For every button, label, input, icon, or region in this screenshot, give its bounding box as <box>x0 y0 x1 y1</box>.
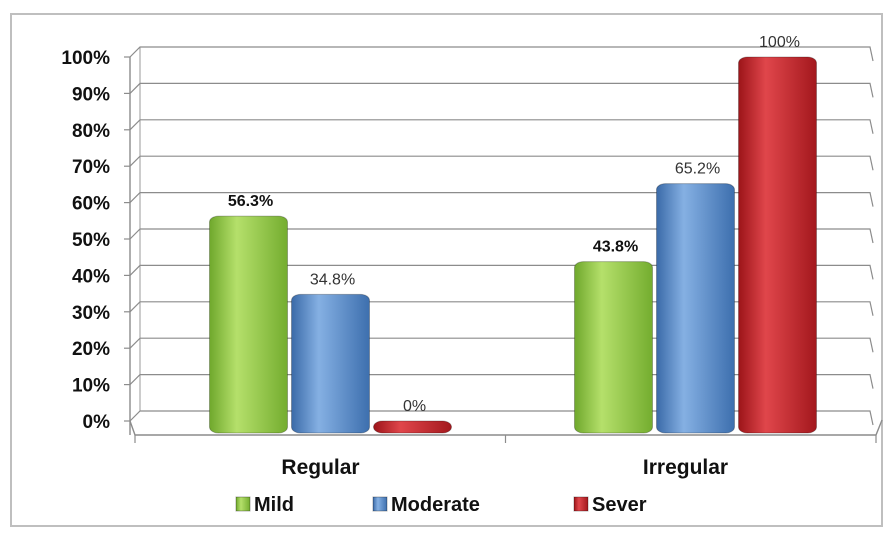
bar-sever-irregular <box>738 56 817 434</box>
data-labels: 56.3% 34.8% 0% 43.8% 65.2% 100% <box>228 34 800 415</box>
bars <box>209 56 817 434</box>
bar-mild-irregular <box>574 261 653 434</box>
legend-label-sever: Sever <box>592 494 647 516</box>
y-tick-label: 60% <box>72 194 110 215</box>
bar-sever-regular <box>373 420 452 434</box>
bar-mild-regular <box>209 215 288 434</box>
x-tick-label-irregular: Irregular <box>643 456 728 479</box>
legend-label-moderate: Moderate <box>391 494 480 516</box>
y-tick-label: 90% <box>72 84 110 105</box>
gridline <box>129 155 874 171</box>
bar-moderate-regular <box>291 293 370 434</box>
chart-frame <box>10 13 883 527</box>
gridline <box>129 46 874 62</box>
y-tick-label: 20% <box>72 339 110 360</box>
legend-swatch-moderate <box>372 496 388 512</box>
gridline <box>129 228 874 244</box>
legend-swatch-mild <box>235 496 251 512</box>
y-tick-label: 50% <box>72 230 110 251</box>
gridline <box>129 337 874 353</box>
data-label-mild-irregular: 43.8% <box>593 239 638 256</box>
bar-moderate-irregular <box>656 183 735 434</box>
gridline <box>129 264 874 280</box>
data-label-sever-irregular: 100% <box>759 34 800 51</box>
gridlines <box>129 46 874 426</box>
y-tick-label: 10% <box>72 376 110 397</box>
y-tick-label: 80% <box>72 121 110 142</box>
data-label-sever-regular: 0% <box>403 398 426 415</box>
data-label-moderate-regular: 34.8% <box>310 271 355 288</box>
x-tick-label-regular: Regular <box>281 456 359 479</box>
y-tick-label: 70% <box>72 157 110 178</box>
legend: Mild Moderate Sever <box>235 494 647 516</box>
y-tick-label: 30% <box>72 303 110 324</box>
y-tick-label: 0% <box>83 412 111 433</box>
gridline <box>129 410 874 426</box>
legend-swatch-sever <box>573 496 589 512</box>
y-tick-label: 100% <box>61 48 110 69</box>
y-tick-label: 40% <box>72 266 110 287</box>
data-label-moderate-irregular: 65.2% <box>675 161 720 178</box>
gridline <box>129 82 874 98</box>
gridline <box>129 192 874 207</box>
gridline <box>129 301 874 316</box>
axes: 0% 10% 20% 30% 40% 50% 60% 70% 80% 90% 100% Regular… <box>61 48 883 479</box>
legend-label-mild: Mild <box>254 494 294 516</box>
gridline <box>129 374 874 389</box>
gridline <box>129 119 874 134</box>
data-label-mild-regular: 56.3% <box>228 193 273 210</box>
